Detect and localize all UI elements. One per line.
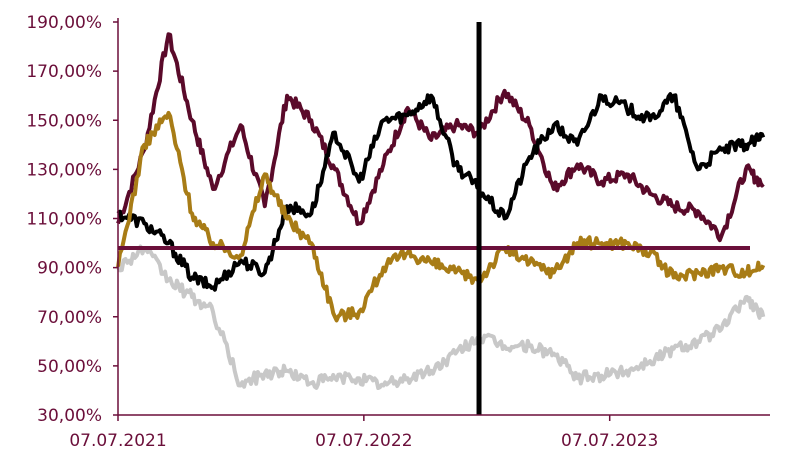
axes-layer — [113, 18, 770, 421]
y-tick-label: 90,00% — [37, 259, 102, 279]
series-line-1 — [116, 32, 765, 243]
y-tick-label: 190,00% — [26, 13, 102, 33]
series-line-2 — [116, 92, 766, 292]
y-tick-label: 150,00% — [26, 111, 102, 131]
series-layer — [116, 32, 766, 390]
x-tick-label: 07.07.2023 — [561, 431, 658, 451]
y-tick-label: 30,00% — [37, 406, 102, 426]
series-line-4 — [116, 244, 766, 390]
y-tick-label: 70,00% — [37, 308, 102, 328]
x-tick-label: 07.07.2022 — [315, 431, 412, 451]
y-tick-label: 50,00% — [37, 357, 102, 377]
tick-label-layer: 30,00% 50,00% 70,00% 90,00% 110,00% 130,00% 15… — [26, 13, 658, 451]
y-tick-label: 110,00% — [26, 210, 102, 230]
reference-layer — [118, 22, 750, 415]
y-tick-label: 130,00% — [26, 160, 102, 180]
x-tick-label: 07.07.2021 — [69, 431, 166, 451]
y-tick-label: 170,00% — [26, 62, 102, 82]
